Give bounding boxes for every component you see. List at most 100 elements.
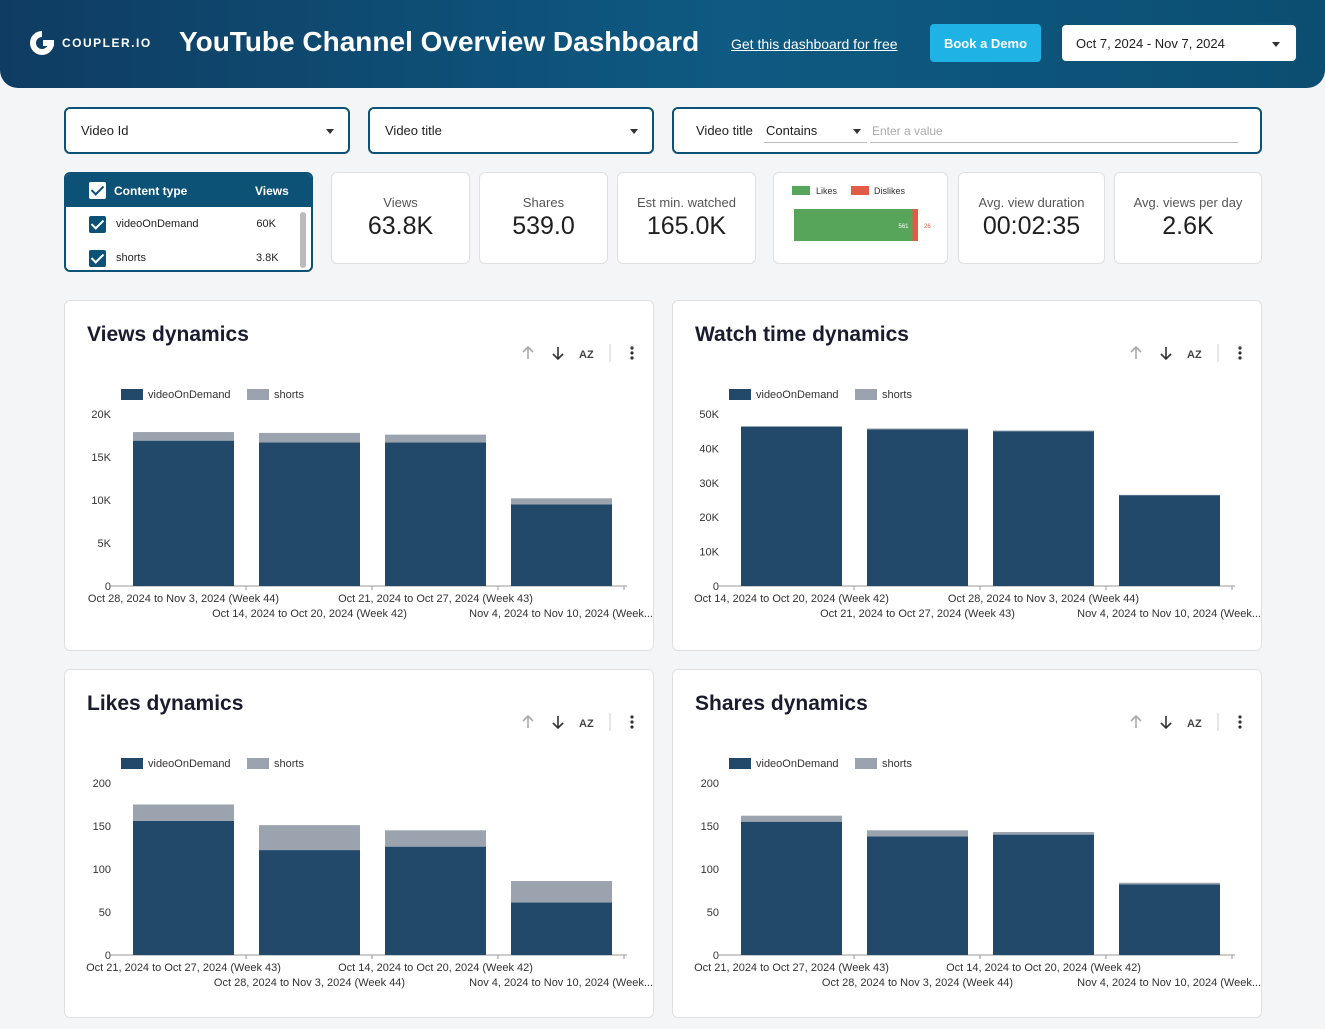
sort-descending-icon[interactable]: [1160, 716, 1172, 730]
bar-shorts[interactable]: [511, 881, 612, 903]
legend-swatch-shorts: [247, 389, 269, 400]
sort-ascending-icon[interactable]: [1130, 714, 1142, 728]
bar-shorts[interactable]: [385, 830, 486, 847]
bar-videoondemand[interactable]: [993, 431, 1094, 586]
y-tick-label: 200: [93, 778, 111, 790]
likes-dislikes-chart: Likes Dislikes 561 26: [792, 186, 931, 241]
views-dynamics-chart: AZ videoOnDemand shorts 0 5K 10K 15K 20K Oct 28,…: [88, 344, 653, 620]
bar-videoondemand[interactable]: [741, 821, 842, 955]
content-type-row[interactable]: shorts 3.8K: [66, 243, 301, 270]
bar-videoondemand[interactable]: [511, 902, 612, 955]
sort-alpha-icon[interactable]: AZ: [1187, 718, 1202, 730]
x-tick-label: Oct 28, 2024 to Nov 3, 2024 (Week 44): [822, 977, 1013, 989]
bar-videoondemand[interactable]: [133, 440, 234, 586]
bar-videoondemand[interactable]: [259, 442, 360, 586]
sort-ascending-icon[interactable]: [522, 714, 534, 728]
bar-shorts[interactable]: [993, 430, 1094, 432]
y-tick-label: 0: [713, 581, 719, 593]
sort-alpha-icon[interactable]: AZ: [579, 349, 594, 361]
y-tick-label: 15K: [91, 452, 111, 464]
bar-videoondemand[interactable]: [259, 850, 360, 955]
bar-shorts[interactable]: [741, 815, 842, 822]
coupler-logo[interactable]: COUPLER.IO: [28, 29, 152, 57]
bar-shorts[interactable]: [741, 426, 842, 427]
kpi-value: 63.8K: [367, 212, 434, 240]
sort-descending-icon[interactable]: [1160, 347, 1172, 361]
more-options-icon[interactable]: [1238, 346, 1242, 360]
bar-videoondemand[interactable]: [133, 820, 234, 955]
content-type-row[interactable]: videoOnDemand 60K: [66, 209, 301, 239]
views-dynamics-panel: Views dynamics AZ videoOnDemand shorts 0 5K 1…: [64, 300, 654, 651]
bar-videoondemand[interactable]: [1119, 884, 1220, 955]
dislikes-value-label: 26: [924, 224, 931, 230]
x-tick-label: Oct 14, 2024 to Oct 20, 2024 (Week 42): [946, 962, 1141, 974]
bar-shorts[interactable]: [867, 830, 968, 837]
likes-bar[interactable]: [794, 209, 913, 241]
sort-descending-icon[interactable]: [552, 716, 564, 730]
dropdown-caret-icon: [630, 129, 638, 134]
kpi-value: 539.0: [512, 212, 575, 240]
kpi-value: 165.0K: [646, 212, 727, 240]
x-tick-label: Oct 21, 2024 to Oct 27, 2024 (Week 43): [338, 593, 533, 605]
bar-videoondemand[interactable]: [1119, 495, 1220, 586]
more-options-icon[interactable]: [630, 346, 634, 360]
legend-label: shorts: [882, 389, 912, 401]
kpi-label: Est min. watched: [637, 195, 736, 210]
sort-descending-icon[interactable]: [552, 347, 564, 361]
bar-shorts[interactable]: [511, 498, 612, 505]
views-header-label: Views: [255, 184, 289, 198]
select-all-checkbox[interactable]: [89, 182, 106, 199]
video-id-filter[interactable]: Video Id: [64, 107, 350, 154]
likes-dynamics-panel: Likes dynamics AZ videoOnDemand shorts 0 50 1…: [64, 669, 654, 1018]
more-options-icon[interactable]: [630, 715, 634, 729]
x-tick-label: Oct 28, 2024 to Nov 3, 2024 (Week 44): [88, 593, 279, 605]
legend-swatch-videoondemand: [121, 389, 143, 400]
sort-alpha-icon[interactable]: AZ: [579, 718, 594, 730]
bar-shorts[interactable]: [259, 432, 360, 443]
bar-videoondemand[interactable]: [385, 442, 486, 586]
bar-shorts[interactable]: [385, 434, 486, 443]
get-dashboard-link[interactable]: Get this dashboard for free: [731, 36, 898, 52]
legend-label: shorts: [882, 758, 912, 770]
sort-ascending-icon[interactable]: [1130, 345, 1142, 359]
bar-shorts[interactable]: [867, 428, 968, 430]
checkbox-icon[interactable]: [89, 250, 106, 267]
bar-shorts[interactable]: [993, 832, 1094, 835]
title-filter-input[interactable]: [870, 119, 1238, 143]
x-tick-label: Oct 21, 2024 to Oct 27, 2024 (Week 43): [86, 962, 281, 974]
legend-label: shorts: [274, 389, 304, 401]
y-tick-label: 0: [105, 950, 111, 962]
y-tick-label: 100: [93, 864, 111, 876]
title-filter-operator-select[interactable]: Contains: [764, 119, 867, 143]
bar-videoondemand[interactable]: [867, 836, 968, 955]
video-title-filter[interactable]: Video title: [368, 107, 654, 154]
kpi-views: Views 63.8K: [331, 172, 470, 264]
likes-dislikes-card: Likes Dislikes 561 26: [773, 172, 948, 264]
legend-label: videoOnDemand: [756, 389, 839, 401]
date-range-selector[interactable]: Oct 7, 2024 - Nov 7, 2024: [1060, 23, 1298, 63]
bar-shorts[interactable]: [259, 825, 360, 851]
book-demo-button[interactable]: Book a Demo: [930, 24, 1041, 62]
x-tick-label: Oct 21, 2024 to Oct 27, 2024 (Week 43): [694, 962, 889, 974]
y-tick-label: 30K: [699, 478, 719, 490]
sort-ascending-icon[interactable]: [522, 345, 534, 359]
bar-shorts[interactable]: [133, 804, 234, 821]
chart-legend: videoOnDemand shorts: [729, 389, 912, 401]
content-type-name: shorts: [116, 252, 146, 264]
dislikes-bar[interactable]: [912, 209, 918, 241]
bar-videoondemand[interactable]: [993, 834, 1094, 955]
bar-videoondemand[interactable]: [741, 426, 842, 586]
dropdown-caret-icon: [853, 129, 861, 134]
bar-shorts[interactable]: [133, 432, 234, 441]
checkbox-icon[interactable]: [89, 216, 106, 233]
bar-shorts[interactable]: [1119, 882, 1220, 885]
bar-videoondemand[interactable]: [511, 504, 612, 586]
title-filter-operator-value: Contains: [766, 123, 818, 138]
chart-legend: videoOnDemand shorts: [121, 389, 304, 401]
bar-videoondemand[interactable]: [867, 429, 968, 586]
dislikes-legend-label: Dislikes: [874, 186, 906, 196]
content-type-scrollbar[interactable]: [300, 212, 306, 268]
sort-alpha-icon[interactable]: AZ: [1187, 349, 1202, 361]
bar-videoondemand[interactable]: [385, 846, 486, 955]
more-options-icon[interactable]: [1238, 715, 1242, 729]
